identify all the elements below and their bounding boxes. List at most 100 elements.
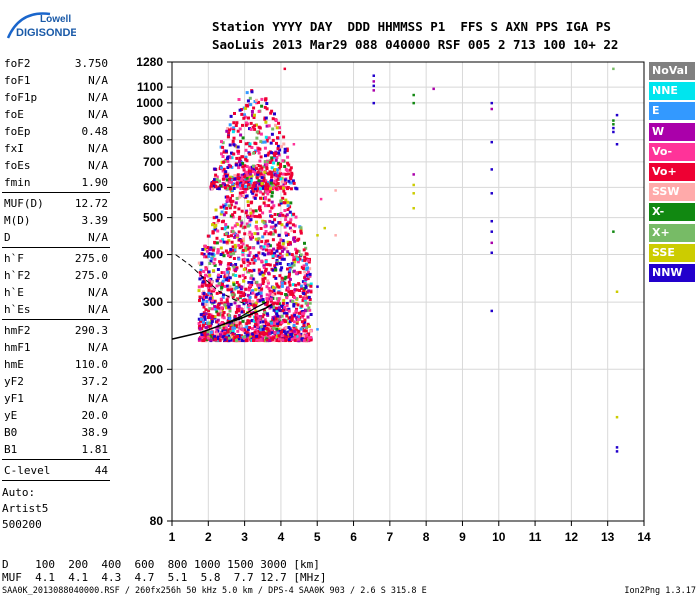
echo-point [223,338,227,342]
echo-point [240,245,244,249]
echo-point [229,324,233,328]
echo-point [245,165,249,168]
echo-point [239,294,243,298]
echo-point [285,311,289,315]
echo-point [253,259,257,263]
echo-point [237,290,241,294]
echo-point [249,218,253,222]
echo-point [249,276,253,280]
echo-point [292,257,296,261]
echo-point [281,328,285,332]
echo-point [254,149,258,153]
echo-point [288,272,291,276]
param-label: foE [4,108,24,121]
echo-point [213,263,217,267]
echo-point [258,272,262,276]
echo-point [231,332,235,336]
y-tick-label: 800 [143,133,163,147]
echo-point [279,201,283,205]
echo-point [207,279,211,282]
echo-point [303,258,307,262]
echo-point [241,165,245,169]
echo-point [234,245,238,249]
echo-point [254,123,258,127]
echo-point [251,332,255,336]
echo-point [263,225,267,229]
echo-point [220,306,223,310]
echo-point [279,268,283,272]
echo-point-isolated [432,87,435,91]
echo-point [295,335,299,339]
echo-point [232,281,236,285]
legend-item-sse: SSE [649,243,695,262]
echo-point [248,246,252,250]
echo-point [256,299,260,303]
echo-point [254,316,258,320]
echo-point [271,254,275,258]
echo-point [204,244,207,248]
echo-point [220,282,224,286]
echo-point [260,97,264,101]
echo-point [213,167,217,171]
echo-point [273,171,277,175]
echo-point [273,225,277,229]
echo-point [293,288,297,292]
param-value: 20.0 [81,409,109,422]
echo-point [245,176,249,180]
echo-point [253,127,257,131]
echo-point [245,244,249,248]
echo-point [257,125,261,129]
param-value: N/A [88,286,108,299]
echo-point [303,255,307,259]
echo-point [298,295,302,299]
echo-point [275,259,279,262]
echo-point [263,146,267,150]
param-label: D [4,231,11,244]
param-value: 110.0 [74,358,108,371]
echo-point [307,332,311,336]
echo-point [246,247,250,251]
echo-point [216,337,220,340]
echo-point [242,116,246,120]
echo-point-isolated [412,101,415,105]
echo-point [277,161,280,165]
echo-point-isolated [612,119,615,122]
echo-point [236,173,240,177]
param-row-m-d: M(D) 3.39 [2,212,110,229]
echo-point [232,136,236,140]
echo-point-isolated [615,113,619,117]
param-value: 1.90 [81,176,109,189]
echo-point [254,193,258,197]
echo-point [276,147,280,151]
echo-point [304,277,308,281]
echo-point [305,333,309,337]
echo-point [221,169,225,173]
param-value: 275.0 [74,252,108,265]
param-row-fof1p: foF1p N/A [2,89,110,106]
echo-point [254,164,258,168]
echo-point [226,127,230,130]
echo-point [248,332,252,336]
echo-point [237,176,240,180]
echo-point [267,271,270,275]
echo-point [266,153,270,157]
echo-point [268,263,272,267]
echo-point [258,332,262,336]
echo-point [256,320,260,324]
echo-point [249,121,253,125]
echo-point [200,327,204,331]
echo-point [198,324,202,328]
param-label: foF2 [4,57,31,70]
echo-point [278,169,281,173]
echo-point [203,315,207,319]
echo-point [292,236,296,240]
param-value: 0.48 [81,125,109,138]
echo-point [291,283,295,287]
echo-point [239,334,243,338]
echo-point [247,166,251,170]
echo-point [304,246,308,250]
echo-point [206,274,210,278]
echo-point [248,301,252,305]
echo-point [264,269,267,273]
echo-point [207,254,211,258]
